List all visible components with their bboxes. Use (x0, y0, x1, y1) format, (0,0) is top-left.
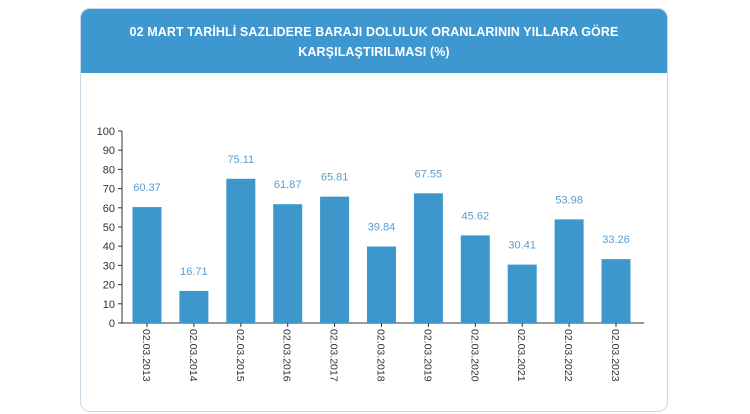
bar (507, 264, 537, 323)
y-tick-label: 100 (97, 126, 115, 138)
bar (413, 193, 443, 323)
x-tick-label: 02.03.2020 (468, 329, 480, 382)
y-tick-label: 20 (103, 280, 115, 292)
bar (179, 290, 209, 323)
x-tick-label: 02.03.2022 (562, 329, 574, 382)
chart-title-line-1: 02 MART TARİHLİ SAZLIDERE BARAJI DOLULUK… (129, 25, 619, 39)
x-tick-label: 02.03.2023 (609, 329, 621, 382)
data-label: 30.41 (508, 240, 536, 252)
bar (460, 235, 490, 323)
chart-title-line-2: KARŞILAŞTIRILMASI (%) (298, 45, 450, 59)
chart-header: 02 MART TARİHLİ SAZLIDERE BARAJI DOLULUK… (81, 9, 667, 73)
y-tick-label: 40 (103, 241, 115, 253)
data-label: 75.11 (227, 154, 254, 166)
data-label: 65.81 (321, 172, 349, 184)
y-tick-label: 60 (103, 203, 115, 215)
data-label: 33.26 (602, 234, 630, 246)
x-tick-label: 02.03.2016 (281, 329, 293, 382)
y-tick-label: 0 (109, 318, 115, 330)
data-label: 45.62 (462, 210, 490, 222)
bar (273, 204, 303, 323)
data-label: 67.55 (415, 168, 443, 180)
y-tick-label: 70 (103, 184, 115, 196)
x-tick-label: 02.03.2019 (421, 329, 433, 382)
y-tick-label: 80 (103, 164, 115, 176)
bar (367, 246, 396, 323)
bar (554, 219, 584, 323)
bar (132, 207, 162, 323)
y-tick-label: 90 (103, 145, 115, 157)
x-tick-label: 02.03.2018 (375, 329, 387, 382)
y-tick-label: 10 (103, 299, 115, 311)
x-tick-label: 02.03.2017 (328, 329, 340, 382)
data-label: 53.98 (555, 194, 583, 206)
data-label: 39.84 (368, 222, 396, 234)
y-tick-label: 30 (103, 260, 115, 272)
x-tick-label: 02.03.2014 (187, 329, 199, 382)
x-tick-label: 02.03.2021 (515, 329, 527, 382)
data-label: 16.71 (180, 266, 208, 278)
y-tick-label: 50 (103, 222, 115, 234)
bar (226, 178, 256, 323)
data-label: 61.87 (274, 179, 302, 191)
bar-chart: 0 10 20 30 40 50 60 70 80 90 100 60.37 02.03.2013 16.… (97, 126, 644, 382)
chart-card: 02 MART TARİHLİ SAZLIDERE BARAJI DOLULUK… (80, 8, 668, 412)
data-label: 60.37 (133, 182, 161, 194)
x-tick-label: 02.03.2015 (234, 329, 246, 382)
x-tick-label: 02.03.2013 (140, 329, 152, 382)
bar (601, 259, 631, 323)
bar (320, 196, 350, 323)
